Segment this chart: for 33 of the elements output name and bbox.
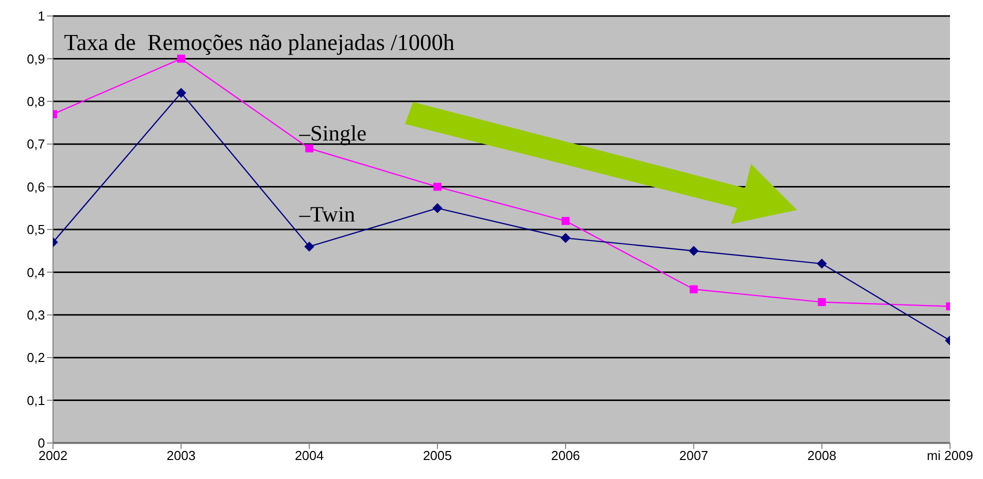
x-tick-label: 2005	[422, 448, 452, 464]
y-tick-label: 1	[38, 8, 45, 24]
point	[432, 203, 442, 214]
text: Taxa de Remoções não planejadas /1000h	[64, 30, 455, 56]
point	[433, 182, 442, 191]
y-tick-label: 0	[38, 436, 45, 451]
y-tick-label: 0,2	[26, 350, 45, 366]
point	[304, 242, 314, 252]
point	[560, 233, 571, 244]
x-tick-label: 2002	[38, 448, 68, 464]
y-tick-label: 0,6	[26, 179, 45, 194]
point	[690, 285, 698, 294]
x-tick-label: mi 2009	[926, 448, 974, 464]
point	[818, 298, 826, 306]
y-tick-label: 0,8	[26, 94, 45, 110]
y-tick-label: 0,5	[26, 222, 45, 238]
x-tick-label: 2008	[807, 448, 836, 464]
x-tick-label: 2004	[294, 448, 324, 464]
point	[562, 216, 570, 225]
y-tick-label: 0,3	[26, 308, 45, 323]
y-tick-label: 0,1	[26, 392, 45, 408]
series-label: –Single	[298, 120, 367, 146]
point	[816, 258, 827, 269]
series-label: –Twin	[298, 202, 356, 227]
x-tick-label: 2006	[551, 448, 580, 464]
point	[177, 54, 186, 63]
point	[176, 88, 186, 98]
x-tick-label: 2003	[166, 448, 196, 464]
point	[688, 246, 699, 256]
y-tick-label: 0,4	[26, 264, 45, 280]
x-tick-label: 2007	[679, 448, 708, 464]
y-tick-label: 0,7	[26, 136, 45, 152]
y-tick-label: 0,9	[26, 51, 45, 66]
